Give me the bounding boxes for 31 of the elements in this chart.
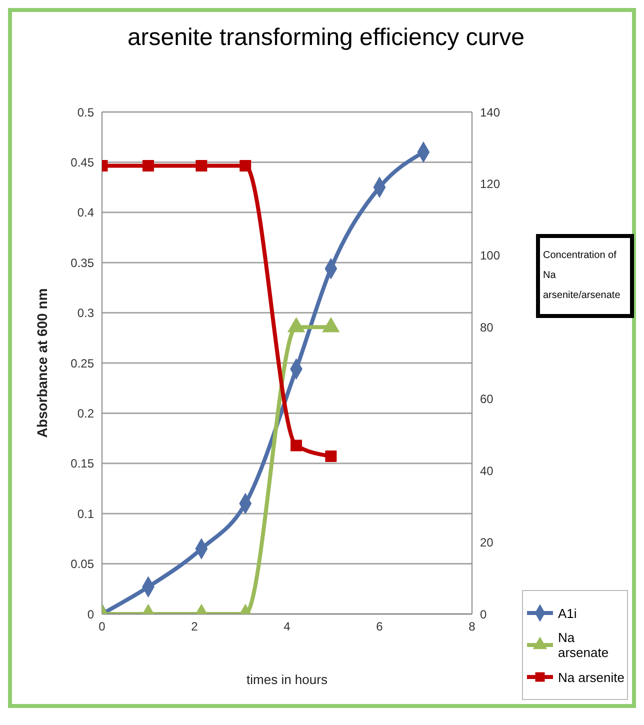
y-tick-label: 0.4: [77, 206, 94, 220]
x-tick-label: 2: [191, 620, 198, 634]
x-tick-label: 6: [376, 620, 384, 634]
x-axis-title: times in hours: [246, 672, 328, 687]
y-tick-label: 0.3: [77, 306, 94, 320]
y2-tick-label: 0: [480, 607, 487, 622]
y2-tick-label: 100: [480, 248, 500, 263]
y-tick-label: 0: [87, 607, 94, 622]
y-tick-label: 0.2: [77, 406, 94, 420]
x-tick-label: 0: [98, 620, 106, 634]
y-tick-label: 0.45: [70, 155, 94, 170]
y2-tick-label: 80: [480, 320, 494, 334]
x-tick-label: 8: [468, 620, 476, 634]
y2-tick-label: 120: [480, 176, 500, 191]
y2-tick-label: 140: [480, 105, 500, 120]
legend-label: A1i: [558, 606, 577, 620]
y2-tick-label: 20: [480, 536, 494, 550]
y-tick-label: 0.5: [77, 105, 94, 120]
y-tick-label: 0.15: [70, 456, 94, 471]
x-tick-label: 4: [284, 620, 291, 634]
y-tick-label: 0.05: [70, 557, 94, 572]
y2-axis-title: Concentration of Na arsenite/arsenate: [536, 234, 634, 318]
y-tick-label: 0.1: [77, 506, 94, 521]
y-axis-title: Absorbance at 600 nm: [34, 288, 50, 438]
legend-label: Na arsenate: [558, 630, 610, 660]
legend-label: Na arsenite: [558, 670, 624, 684]
y-tick-label: 0.35: [70, 256, 94, 270]
chart-title: arsenite transforming efficiency curve: [126, 24, 526, 52]
y2-tick-label: 40: [480, 464, 494, 478]
y2-tick-label: 60: [480, 392, 494, 406]
y-tick-label: 0.25: [70, 356, 94, 370]
